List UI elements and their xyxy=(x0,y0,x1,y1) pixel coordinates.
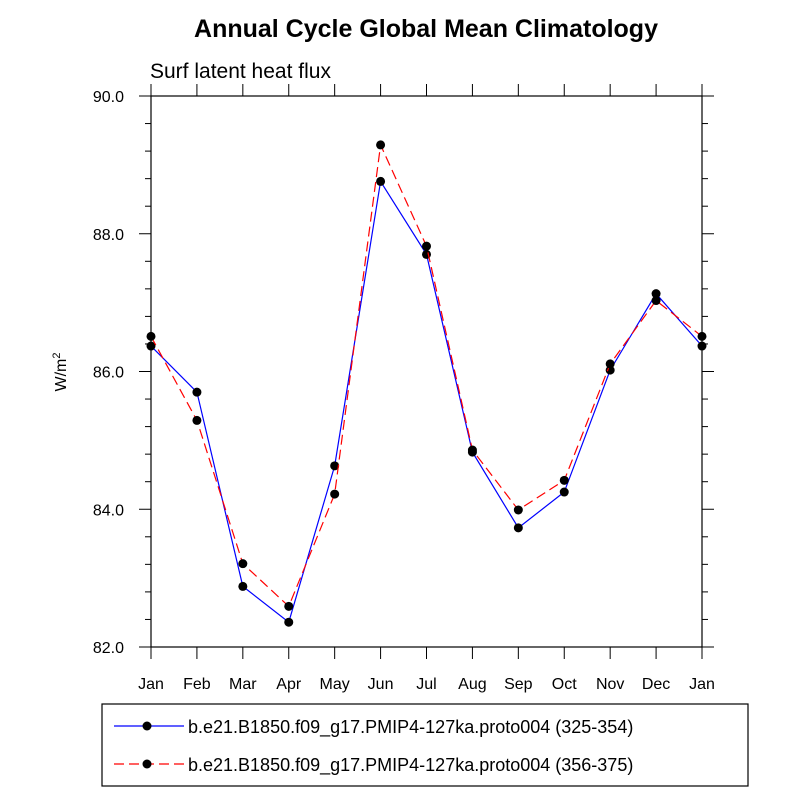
data-point-series-2 xyxy=(192,415,202,425)
data-point-series-1 xyxy=(697,341,707,351)
data-point-series-2 xyxy=(697,331,707,341)
y-tick-label: 86.0 xyxy=(93,365,124,382)
plot-layer: 82.0 84.0 86.0 88.0 90.0 Jan Feb Mar Apr May Jun Ju… xyxy=(93,84,715,693)
legend-marker-1 xyxy=(142,721,152,731)
x-tick-label: Dec xyxy=(642,676,670,693)
x-tick-label: Jan xyxy=(138,676,164,693)
y-axis-label-unit: W/m xyxy=(53,359,70,392)
data-point-series-2 xyxy=(284,601,294,611)
data-point-series-2 xyxy=(376,140,386,150)
series-line-2 xyxy=(150,142,703,608)
legend: b.e21.B1850.f09_g17.PMIP4-127ka.proto004… xyxy=(101,703,749,787)
x-tick-label: Aug xyxy=(458,676,486,693)
legend-box xyxy=(101,703,749,787)
x-tick-label: Jan xyxy=(689,676,715,693)
data-point-series-2 xyxy=(422,241,431,251)
data-point-series-1 xyxy=(605,365,615,375)
data-point-series-1 xyxy=(559,487,569,497)
x-tick-label: Sep xyxy=(504,676,533,693)
data-point-series-2 xyxy=(146,331,156,341)
y-tick-label: 90.0 xyxy=(93,89,124,106)
data-point-series-2 xyxy=(559,475,569,485)
y-tick-label: 82.0 xyxy=(93,640,124,657)
x-tick-label: Nov xyxy=(596,676,624,693)
y-axis-label-superscript: 2 xyxy=(51,353,63,359)
data-point-series-2 xyxy=(238,559,248,569)
data-point-series-1 xyxy=(238,581,248,591)
chart-title: Annual Cycle Global Mean Climatology xyxy=(194,15,658,43)
x-tick-label: Apr xyxy=(276,676,302,693)
legend-marker-2 xyxy=(142,759,152,769)
data-point-series-2 xyxy=(651,296,661,306)
legend-label-1: b.e21.B1850.f09_g17.PMIP4-127ka.proto004… xyxy=(188,717,633,738)
x-tick-label: Mar xyxy=(229,676,257,693)
chart-subtitle: Surf latent heat flux xyxy=(150,60,331,83)
x-tick-label: May xyxy=(320,676,350,693)
data-point-series-2 xyxy=(330,489,340,499)
x-tick-label: Jun xyxy=(368,676,394,693)
data-point-series-1 xyxy=(651,289,661,299)
x-tick-label: Oct xyxy=(552,676,577,693)
data-point-series-2 xyxy=(513,505,523,515)
plot-frame xyxy=(150,95,703,648)
x-tick-label: Jul xyxy=(416,676,436,693)
data-point-series-1 xyxy=(330,461,340,471)
x-tick-label: Feb xyxy=(183,676,211,693)
legend-label-2: b.e21.B1850.f09_g17.PMIP4-127ka.proto004… xyxy=(188,755,633,776)
data-point-series-1 xyxy=(192,387,202,397)
y-tick-label: 84.0 xyxy=(93,502,124,519)
data-point-series-1 xyxy=(284,617,294,627)
data-point-series-1 xyxy=(513,523,523,533)
data-point-series-2 xyxy=(467,445,477,455)
data-point-series-2 xyxy=(605,359,615,369)
y-axis-label: W/m2 xyxy=(51,353,70,392)
data-point-series-1 xyxy=(146,341,156,351)
y-tick-label: 88.0 xyxy=(93,227,124,244)
data-point-series-1 xyxy=(376,176,386,186)
